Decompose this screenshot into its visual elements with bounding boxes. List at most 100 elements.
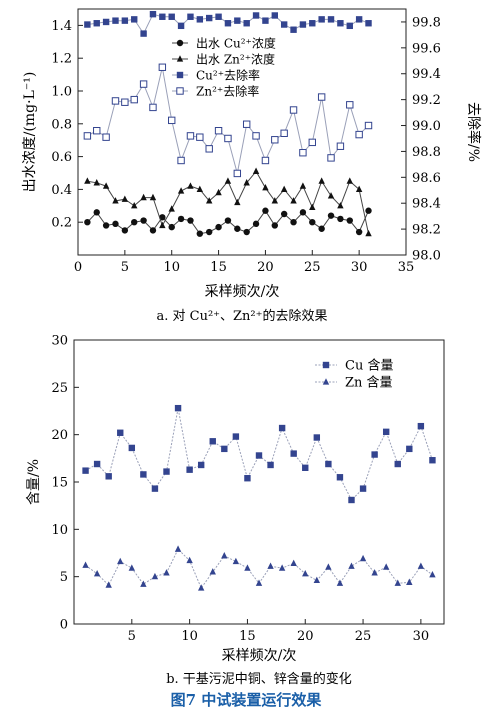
chart-b-point-s1 bbox=[406, 445, 413, 453]
chart-a-point-s1 bbox=[215, 223, 222, 231]
chart-a-point-s4 bbox=[130, 95, 138, 104]
chart-b-point-s1 bbox=[93, 460, 101, 468]
chart-a-legend-label: Cu²⁺去除率 bbox=[196, 68, 260, 83]
chart-a-point-s3 bbox=[187, 13, 194, 20]
chart-a-yright-tick-label: 98.8 bbox=[412, 145, 441, 160]
chart-b-y-tick-label: 15 bbox=[51, 476, 68, 491]
chart-b-x-tick-label: 30 bbox=[413, 629, 430, 644]
chart-a-point-s3 bbox=[206, 14, 213, 22]
chart-a-point-s3 bbox=[337, 20, 344, 27]
chart-a-point-s4 bbox=[139, 80, 148, 88]
chart-b-y-tick-label: 25 bbox=[51, 381, 68, 396]
chart-a-point-s4 bbox=[149, 103, 157, 112]
chart-b-point-s1 bbox=[209, 438, 216, 445]
chart-a-legend-label: 出水 Zn²⁺浓度 bbox=[196, 52, 275, 67]
chart-a-point-s4 bbox=[299, 149, 307, 157]
chart-a-point-s2 bbox=[355, 185, 363, 192]
chart-b-point-s1 bbox=[197, 461, 205, 469]
chart-b-point-s2 bbox=[359, 554, 367, 562]
chart-b-x-tick-label: 5 bbox=[128, 629, 136, 644]
chart-a-legend-marker bbox=[176, 71, 184, 79]
chart-a-point-s1 bbox=[252, 220, 260, 228]
chart-a-yleft-tick-label: 1.4 bbox=[51, 19, 72, 34]
chart-b-point-s2 bbox=[417, 562, 425, 569]
chart-a-point-s3 bbox=[140, 30, 147, 37]
chart-a-point-s2 bbox=[327, 192, 335, 199]
chart-b-point-s1 bbox=[221, 445, 228, 453]
chart-a-point-s2 bbox=[318, 177, 325, 184]
chart-a-point-s2 bbox=[177, 187, 185, 194]
chart-b-point-s2 bbox=[221, 552, 228, 559]
chart-a-point-s2 bbox=[140, 193, 147, 201]
chart-a-point-s1 bbox=[187, 217, 194, 224]
chart-a-yright-tick-label: 98.6 bbox=[412, 171, 441, 186]
chart-a-point-s1 bbox=[318, 225, 325, 232]
chart-a-point-s3 bbox=[93, 20, 100, 27]
chart-b-legend-marker bbox=[322, 361, 330, 369]
chart-a-point-s3 bbox=[346, 22, 353, 30]
chart-b-point-s1 bbox=[394, 460, 401, 468]
chart-a-point-s2 bbox=[149, 193, 157, 201]
chart-a-yright-tick-label: 99.0 bbox=[412, 119, 441, 134]
chart-a-yright-tick-label: 99.6 bbox=[412, 41, 441, 56]
chart-a-point-s3 bbox=[243, 20, 250, 27]
chart-a-point-s4 bbox=[364, 121, 373, 130]
chart-b-point-s1 bbox=[255, 452, 263, 459]
chart-a-point-s4 bbox=[205, 145, 213, 153]
chart-b-point-s2 bbox=[117, 557, 124, 565]
chart-a-point-s4 bbox=[289, 106, 298, 114]
chart-a-point-s1 bbox=[262, 207, 269, 214]
chart-b-legend-label: Cu 含量 bbox=[345, 358, 393, 374]
chart-a-x-tick-label: 15 bbox=[210, 260, 227, 275]
chart-a-point-s2 bbox=[168, 205, 175, 212]
chart-a-x-tick-label: 0 bbox=[74, 260, 82, 275]
chart-b-point-s1 bbox=[382, 428, 390, 436]
chart-a-point-s3 bbox=[177, 22, 185, 30]
chart-a-caption: a. 对 Cu²⁺、Zn²⁺的去除效果 bbox=[156, 308, 327, 324]
chart-b-point-s1 bbox=[417, 422, 425, 430]
chart-a-point-s3 bbox=[149, 10, 157, 18]
chart-b-point-s1 bbox=[429, 457, 436, 464]
chart-a-point-s3 bbox=[365, 20, 372, 27]
chart-a-x-tick-label: 35 bbox=[398, 260, 415, 275]
chart-a-yright-tick-label: 98.0 bbox=[412, 249, 441, 264]
chart-a-point-s2 bbox=[121, 195, 129, 202]
chart-a-point-s4 bbox=[177, 156, 185, 165]
chart-a-point-s1 bbox=[355, 228, 363, 236]
chart-b-point-s2 bbox=[348, 562, 355, 569]
chart-b-point-s2 bbox=[406, 578, 413, 585]
chart-a-point-s1 bbox=[243, 228, 250, 236]
chart-b-point-s2 bbox=[429, 570, 436, 578]
chart-a-point-s2 bbox=[102, 182, 110, 189]
chart-b-point-s1 bbox=[359, 485, 367, 492]
chart-b-point-s2 bbox=[174, 545, 182, 552]
chart-a-point-s4 bbox=[336, 142, 345, 150]
chart-b-y-tick-label: 0 bbox=[60, 618, 68, 633]
chart-b-x-tick-label: 10 bbox=[181, 629, 198, 644]
chart-a-point-s2 bbox=[243, 179, 250, 186]
chart-b-point-s1 bbox=[278, 424, 286, 432]
chart-a-point-s4 bbox=[93, 127, 101, 135]
chart-a-point-s2 bbox=[309, 203, 316, 211]
chart-b-point-s1 bbox=[232, 433, 240, 440]
chart-a-point-s2 bbox=[196, 185, 204, 192]
chart-a-point-s3 bbox=[280, 21, 288, 28]
chart-a-legend-marker bbox=[176, 55, 184, 62]
chart-b-legend-label: Zn 含量 bbox=[345, 375, 393, 391]
chart-a-point-s1 bbox=[327, 212, 335, 219]
chart-a-legend-marker bbox=[176, 39, 184, 47]
chart-b-point-s2 bbox=[128, 564, 136, 571]
chart-a-point-s4 bbox=[186, 132, 195, 140]
figure-caption: 图7 中试装置运行效果 bbox=[171, 691, 323, 709]
chart-a-point-s4 bbox=[83, 132, 92, 140]
chart-b-point-s2 bbox=[278, 564, 286, 571]
chart-a-point-s2 bbox=[290, 197, 297, 204]
chart-a-yleft-tick-label: 1.2 bbox=[51, 52, 72, 67]
chart-b-point-s2 bbox=[140, 580, 147, 587]
chart-a-yleft-tick-label: 0.2 bbox=[51, 216, 72, 231]
chart-b-point-s2 bbox=[336, 579, 344, 586]
chart-b-point-s1 bbox=[128, 444, 136, 452]
chart-a-point-s4 bbox=[317, 93, 326, 101]
chart-a-point-s3 bbox=[196, 16, 204, 23]
